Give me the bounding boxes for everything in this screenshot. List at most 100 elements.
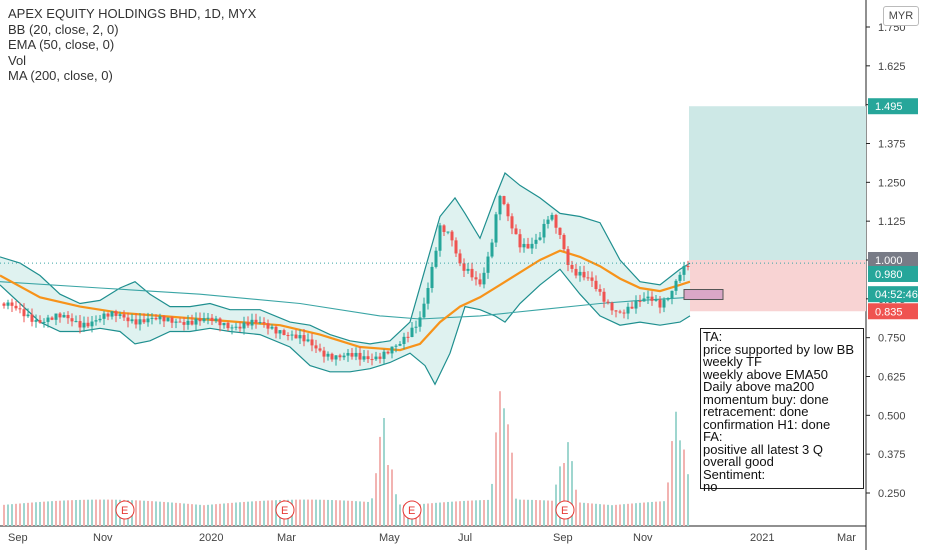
candle-body[interactable] (390, 346, 394, 354)
candle-body[interactable] (46, 317, 50, 322)
candle-body[interactable] (78, 321, 82, 328)
candle-body[interactable] (54, 313, 58, 320)
candle-body[interactable] (242, 322, 246, 329)
notes-box[interactable]: TA: price supported by low BB weekly TF … (700, 328, 864, 493)
candle-body[interactable] (442, 225, 446, 232)
candle-body[interactable] (274, 326, 278, 334)
currency-button[interactable]: MYR (883, 6, 919, 26)
candle-body[interactable] (170, 317, 174, 323)
candle-body[interactable] (578, 271, 582, 276)
candle-body[interactable] (118, 314, 122, 316)
alert-marker[interactable] (683, 289, 724, 301)
candle-body[interactable] (662, 299, 666, 308)
candle-body[interactable] (502, 196, 506, 205)
candle-body[interactable] (18, 308, 22, 310)
candle-body[interactable] (238, 326, 242, 329)
candle-body[interactable] (146, 318, 150, 323)
candle-body[interactable] (270, 326, 274, 329)
candle-body[interactable] (410, 327, 414, 337)
candle-body[interactable] (186, 320, 190, 325)
candle-body[interactable] (474, 277, 478, 280)
candle-body[interactable] (686, 265, 690, 267)
candle-body[interactable] (102, 313, 106, 319)
candle-body[interactable] (58, 313, 62, 318)
symbol-title[interactable]: APEX EQUITY HOLDINGS BHD, 1D, MYX (8, 6, 257, 21)
candle-body[interactable] (358, 352, 362, 360)
candle-body[interactable] (134, 319, 138, 325)
target-price-label-bg[interactable] (868, 98, 918, 115)
candle-body[interactable] (446, 231, 450, 233)
candle-body[interactable] (106, 313, 110, 317)
candle-body[interactable] (666, 298, 670, 300)
candle-body[interactable] (174, 321, 178, 323)
candle-body[interactable] (430, 266, 434, 289)
candle-body[interactable] (166, 317, 170, 322)
candle-body[interactable] (114, 311, 118, 316)
candle-body[interactable] (158, 316, 162, 320)
candle-body[interactable] (374, 356, 378, 360)
indicator-vol[interactable]: Vol (8, 52, 27, 68)
candle-body[interactable] (614, 310, 618, 312)
candle-body[interactable] (222, 322, 226, 326)
last-price-label-bg[interactable] (868, 265, 918, 282)
candle-body[interactable] (190, 320, 194, 325)
candle-body[interactable] (626, 306, 630, 314)
candle-body[interactable] (230, 327, 234, 329)
candle-body[interactable] (530, 243, 534, 249)
candle-body[interactable] (318, 348, 322, 351)
candle-body[interactable] (482, 272, 486, 285)
candle-body[interactable] (122, 314, 126, 318)
candle-body[interactable] (346, 353, 350, 356)
candle-body[interactable] (254, 319, 258, 323)
candle-body[interactable] (198, 318, 202, 322)
candle-body[interactable] (526, 243, 530, 249)
candle-body[interactable] (142, 319, 146, 323)
candle-body[interactable] (74, 321, 78, 323)
candle-body[interactable] (622, 312, 626, 314)
candle-body[interactable] (154, 317, 158, 320)
earnings-marker[interactable] (402, 500, 422, 520)
candle-body[interactable] (494, 214, 498, 243)
candle-body[interactable] (130, 319, 134, 322)
candle-body[interactable] (366, 356, 370, 360)
candle-body[interactable] (6, 302, 10, 306)
candle-body[interactable] (382, 351, 386, 359)
candle-body[interactable] (618, 311, 622, 313)
candle-body[interactable] (246, 322, 250, 326)
stop-zone[interactable] (689, 260, 866, 312)
candle-body[interactable] (194, 318, 198, 325)
candle-body[interactable] (262, 322, 266, 324)
candle-body[interactable] (30, 314, 34, 322)
candle-body[interactable] (178, 321, 182, 323)
candle-body[interactable] (414, 326, 418, 328)
candle-body[interactable] (322, 350, 326, 357)
candle-body[interactable] (510, 216, 514, 229)
candle-body[interactable] (418, 317, 422, 327)
candle-body[interactable] (630, 306, 634, 309)
candle-body[interactable] (290, 334, 294, 336)
earnings-marker[interactable] (115, 500, 135, 520)
candle-body[interactable] (570, 264, 574, 269)
candle-body[interactable] (226, 322, 230, 329)
candle-body[interactable] (354, 352, 358, 357)
candle-body[interactable] (362, 356, 366, 360)
candle-body[interactable] (522, 243, 526, 248)
indicator-bb[interactable]: BB (20, close, 2, 0) (8, 21, 119, 37)
candle-body[interactable] (394, 345, 398, 347)
candle-body[interactable] (266, 323, 270, 329)
target-zone[interactable] (689, 106, 866, 260)
candle-body[interactable] (98, 318, 102, 321)
candle-body[interactable] (534, 239, 538, 244)
stop-price-label-bg[interactable] (868, 303, 918, 320)
candle-body[interactable] (298, 335, 302, 339)
candle-body[interactable] (234, 326, 238, 328)
candle-body[interactable] (70, 318, 74, 322)
candle-body[interactable] (306, 339, 310, 342)
candle-body[interactable] (38, 320, 42, 323)
candle-body[interactable] (538, 237, 542, 240)
candle-body[interactable] (590, 277, 594, 281)
candle-body[interactable] (210, 317, 214, 321)
indicator-ma[interactable]: MA (200, close, 0) (8, 68, 113, 83)
